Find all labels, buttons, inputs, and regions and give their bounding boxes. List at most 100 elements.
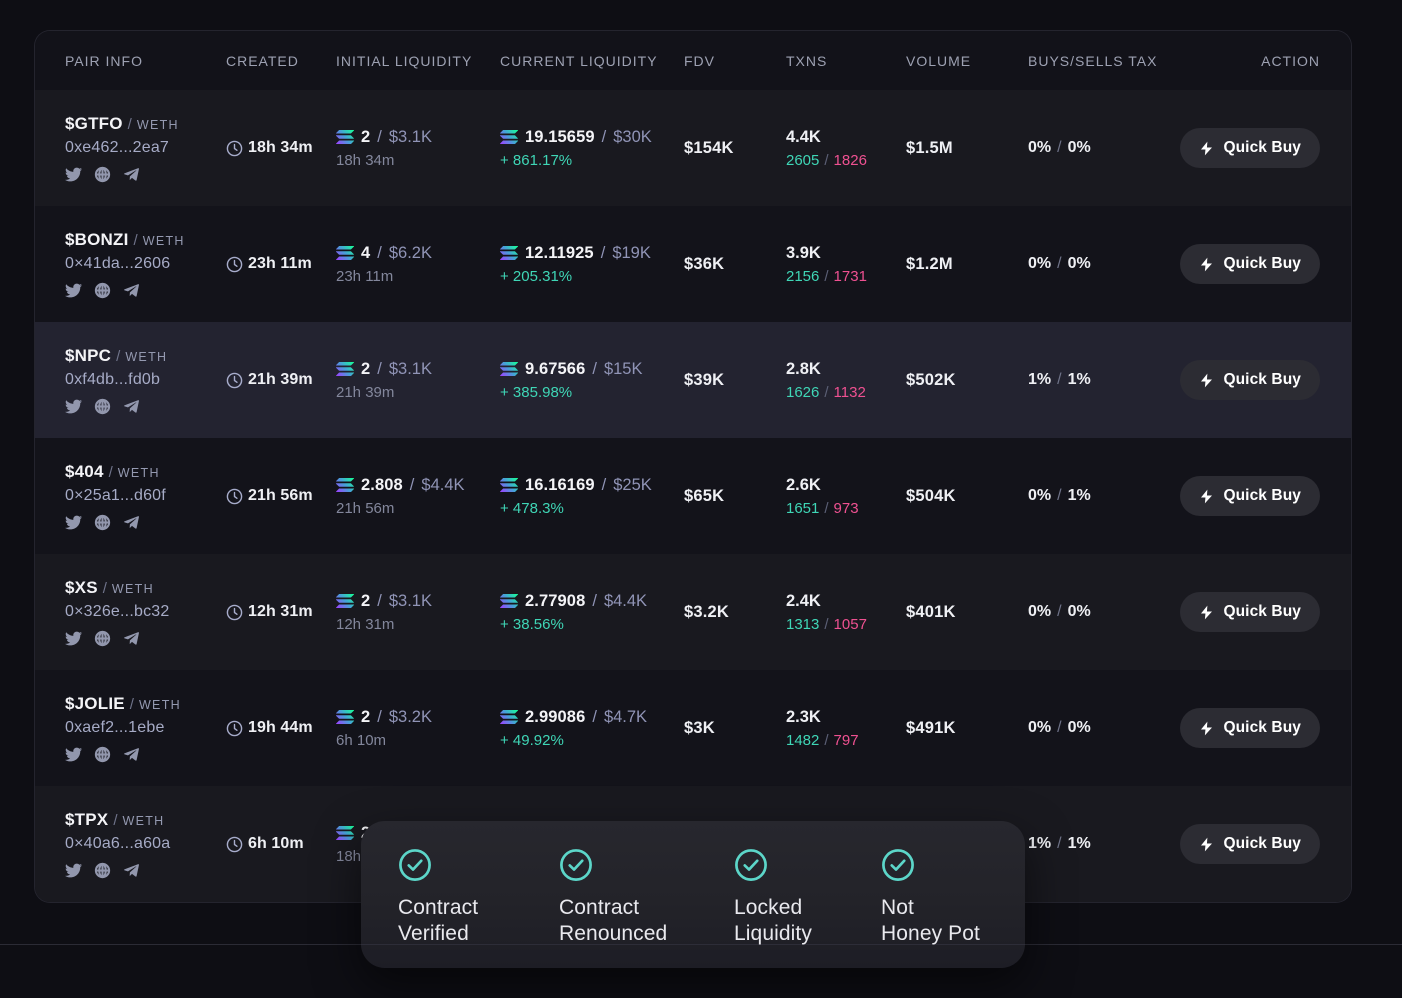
initial-liquidity-value: 2 <box>361 591 371 610</box>
tax-cell: 0% / 0% <box>1028 603 1180 621</box>
initial-liquidity-cell: 2 / $3.1K 21h 39m <box>336 360 500 401</box>
txns-separator: / <box>824 151 829 169</box>
check-circle-icon <box>881 848 915 882</box>
liquidity-separator: / <box>601 127 607 146</box>
twitter-icon[interactable] <box>65 398 82 415</box>
quick-buy-button[interactable]: Quick Buy <box>1180 244 1320 284</box>
telegram-icon[interactable] <box>123 746 140 763</box>
pair-info-cell: $XS / WETH 0×326e...bc32 <box>65 578 226 647</box>
telegram-icon[interactable] <box>123 862 140 879</box>
globe-icon[interactable] <box>94 862 111 879</box>
safety-check-label: Contract Verified <box>398 895 478 946</box>
volume-cell: $491K <box>906 718 956 737</box>
check-circle-icon-wrap <box>881 848 980 882</box>
quick-buy-button[interactable]: Quick Buy <box>1180 708 1320 748</box>
telegram-icon[interactable] <box>123 630 140 647</box>
txns-separator: / <box>824 267 829 285</box>
twitter-icon[interactable] <box>65 862 82 879</box>
tax-cell: 0% / 1% <box>1028 487 1180 505</box>
twitter-icon[interactable] <box>65 514 82 531</box>
lightning-bolt-icon <box>1199 257 1214 272</box>
pair-address[interactable]: 0xe462...2ea7 <box>65 138 170 156</box>
pair-quote-token: WETH <box>122 813 165 828</box>
solana-icon <box>336 362 354 376</box>
telegram-icon[interactable] <box>123 282 140 299</box>
twitter-icon[interactable] <box>65 282 82 299</box>
pair-address[interactable]: 0×326e...bc32 <box>65 602 170 620</box>
quick-buy-button[interactable]: Quick Buy <box>1180 476 1320 516</box>
clock-icon <box>226 372 243 389</box>
globe-icon[interactable] <box>94 514 111 531</box>
current-liquidity-change: + 385.98% <box>500 383 573 401</box>
pair-info-cell: $JOLIE / WETH 0xaef2...1ebe <box>65 694 226 763</box>
safety-check-label: Locked Liquidity <box>734 895 812 946</box>
telegram-icon[interactable] <box>123 166 140 183</box>
tax-separator: / <box>1057 603 1062 620</box>
pair-address[interactable]: 0xf4db...fd0b <box>65 370 161 388</box>
clock-icon <box>226 604 243 621</box>
globe-icon[interactable] <box>94 166 111 183</box>
pair-name: $JOLIE / WETH <box>65 694 226 714</box>
current-liquidity-usd: $30K <box>613 127 652 146</box>
table-row[interactable]: $JOLIE / WETH 0xaef2...1ebe 19h 44m 2 / $3… <box>35 670 1351 786</box>
current-liquidity-cell: 9.67566 / $15K + 385.98% <box>500 360 684 401</box>
pair-address[interactable]: 0xaef2...1ebe <box>65 718 165 736</box>
quick-buy-button[interactable]: Quick Buy <box>1180 128 1320 168</box>
globe-icon[interactable] <box>94 746 111 763</box>
initial-liquidity-value: 2.808 <box>361 475 403 494</box>
pair-separator: / <box>116 347 121 365</box>
check-circle-icon <box>559 848 593 882</box>
telegram-icon[interactable] <box>123 514 140 531</box>
pair-name: $XS / WETH <box>65 578 226 598</box>
table-row[interactable]: $XS / WETH 0×326e...bc32 12h 31m 2 / $3.1K… <box>35 554 1351 670</box>
pairs-table-card: PAIR INFO CREATED INITIAL LIQUIDITY CURRENT… <box>34 30 1352 903</box>
globe-icon[interactable] <box>94 630 111 647</box>
lightning-bolt-icon <box>1199 837 1214 852</box>
current-liquidity-usd: $25K <box>613 475 652 494</box>
table-row[interactable]: $GTFO / WETH 0xe462...2ea7 18h 34m 2 / $3.… <box>35 90 1351 206</box>
solana-icon <box>500 594 518 608</box>
solana-icon <box>500 362 518 376</box>
table-row[interactable]: $404 / WETH 0×25a1...d60f 21h 56m 2.808 /… <box>35 438 1351 554</box>
txns-cell: 2.3K 1482/797 <box>786 708 906 749</box>
telegram-icon[interactable] <box>123 398 140 415</box>
fdv-cell: $39K <box>684 370 725 389</box>
created-cell: 21h 56m <box>226 487 336 505</box>
quick-buy-button[interactable]: Quick Buy <box>1180 360 1320 400</box>
globe-icon[interactable] <box>94 398 111 415</box>
solana-icon <box>336 826 354 840</box>
table-row[interactable]: $NPC / WETH 0xf4db...fd0b 21h 39m 2 / $3.1… <box>35 322 1351 438</box>
buy-tax: 1% <box>1028 371 1052 388</box>
lightning-bolt-icon <box>1199 141 1214 156</box>
initial-liquidity-value: 2 <box>361 127 371 146</box>
sell-tax: 0% <box>1067 719 1091 736</box>
txns-sells: 1057 <box>833 615 867 633</box>
quick-buy-button[interactable]: Quick Buy <box>1180 592 1320 632</box>
current-liquidity-value: 2.99086 <box>525 707 586 726</box>
twitter-icon[interactable] <box>65 746 82 763</box>
initial-liquidity-cell: 2 / $3.1K 12h 31m <box>336 592 500 633</box>
table-row[interactable]: $BONZI / WETH 0×41da...2606 23h 11m 4 / $6… <box>35 206 1351 322</box>
pair-quote-token: WETH <box>138 697 181 712</box>
current-liquidity-value-line: 16.16169 / $25K <box>500 476 684 495</box>
pair-info-cell: $404 / WETH 0×25a1...d60f <box>65 462 226 531</box>
pair-address[interactable]: 0×41da...2606 <box>65 254 171 272</box>
lightning-bolt-icon <box>1199 721 1214 736</box>
current-liquidity-change: + 861.17% <box>500 151 573 169</box>
txns-buys: 1651 <box>786 499 820 517</box>
current-liquidity-change: + 205.31% <box>500 267 573 285</box>
tax-separator: / <box>1057 719 1062 736</box>
pair-social-links <box>65 630 226 647</box>
globe-icon[interactable] <box>94 282 111 299</box>
pair-address[interactable]: 0×40a6...a60a <box>65 834 171 852</box>
column-header-buys-sells-tax: BUYS/SELLS TAX <box>1028 52 1158 69</box>
pair-address[interactable]: 0×25a1...d60f <box>65 486 166 504</box>
quick-buy-label: Quick Buy <box>1223 255 1301 272</box>
lightning-bolt-icon <box>1199 605 1214 620</box>
twitter-icon[interactable] <box>65 166 82 183</box>
action-cell: Quick Buy <box>1180 244 1320 284</box>
txns-cell: 2.4K 1313/1057 <box>786 592 906 633</box>
twitter-icon[interactable] <box>65 630 82 647</box>
quick-buy-button[interactable]: Quick Buy <box>1180 824 1320 864</box>
